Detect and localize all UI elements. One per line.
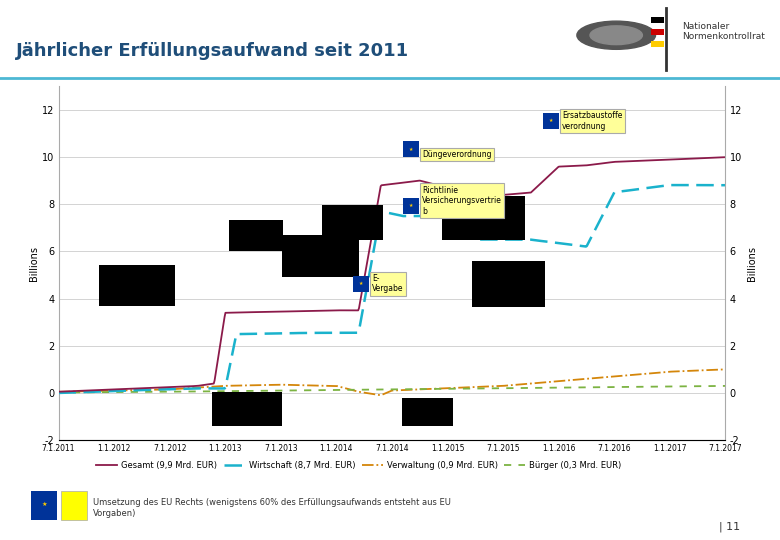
Text: ★: ★ [549, 118, 554, 123]
Bar [353, 275, 369, 292]
Circle shape [590, 26, 643, 45]
Bar [322, 205, 383, 240]
Text: Düngeverordnung: Düngeverordnung [422, 150, 491, 159]
Text: ★: ★ [359, 281, 363, 286]
Bar [229, 220, 283, 251]
Text: Richtlinie
Versicherungsvertrie
b: Richtlinie Versicherungsvertrie b [422, 186, 502, 215]
Bar [61, 491, 87, 520]
Text: ★: ★ [409, 146, 413, 152]
Text: ★: ★ [409, 203, 413, 208]
Y-axis label: Billions: Billions [747, 246, 757, 281]
Bar [98, 265, 176, 306]
Bar [442, 196, 525, 240]
Y-axis label: Billions: Billions [29, 246, 39, 281]
Bar [402, 397, 453, 426]
Text: Ersatzbaustoffe
verordnung: Ersatzbaustoffe verordnung [562, 111, 622, 131]
Text: Umsetzung des EU Rechts (wenigstens 60% des Erfüllungsaufwands entsteht aus EU
V: Umsetzung des EU Rechts (wenigstens 60% … [93, 498, 451, 517]
Bar [403, 198, 420, 214]
Circle shape [577, 21, 655, 49]
Text: ★: ★ [41, 502, 47, 507]
Bar [31, 491, 57, 520]
Text: E-
Vergabe: E- Vergabe [372, 274, 403, 293]
Text: Jährlicher Erfüllungsaufwand seit 2011: Jährlicher Erfüllungsaufwand seit 2011 [16, 42, 409, 60]
Bar [403, 141, 420, 157]
Text: Nationaler
Normenkontrollrat: Nationaler Normenkontrollrat [682, 22, 764, 41]
Bar [651, 17, 665, 23]
Bar [472, 261, 545, 307]
Bar [212, 393, 282, 426]
Bar [282, 235, 359, 278]
Bar [544, 113, 559, 129]
Bar [651, 29, 665, 35]
Bar [651, 40, 665, 47]
Legend: Gesamt (9,9 Mrd. EUR), Wirtschaft (8,7 Mrd. EUR), Verwaltung (0,9 Mrd. EUR), Bür: Gesamt (9,9 Mrd. EUR), Wirtschaft (8,7 M… [93, 458, 625, 474]
Text: | 11: | 11 [718, 521, 740, 532]
